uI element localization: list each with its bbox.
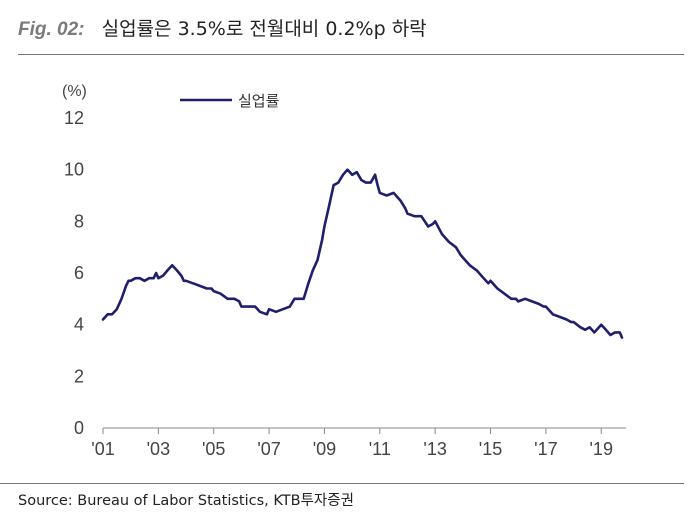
- footer-divider: [0, 483, 684, 484]
- y-tick-label: 6: [74, 263, 84, 283]
- figure-header: Fig. 02: 실업률은 3.5%로 전월대비 0.2%p 하락: [18, 14, 427, 46]
- x-tick-label: '09: [313, 439, 336, 459]
- y-tick-label: 0: [74, 418, 84, 438]
- x-tick-label: '05: [202, 439, 225, 459]
- unemployment-line-chart: (%) 0 2 4 6 8 10 12 '01 '03 '05 '07 '09 '11 '13 '15 '17 '…: [62, 83, 626, 459]
- figure-label: Fig. 02:: [18, 19, 85, 40]
- x-tick-label: '01: [91, 439, 114, 459]
- y-tick-label: 8: [74, 211, 84, 231]
- y-tick-label: 12: [64, 108, 84, 128]
- x-tick-label: '19: [590, 439, 613, 459]
- legend-label: 실업률: [238, 92, 280, 110]
- x-tick-label: '13: [423, 439, 446, 459]
- x-tick-label: '07: [257, 439, 280, 459]
- x-tick-label: '15: [479, 439, 502, 459]
- x-tick-label: '17: [534, 439, 557, 459]
- x-tick-label: '11: [369, 439, 391, 459]
- header-divider: [18, 54, 684, 55]
- x-tick-label: '03: [147, 439, 170, 459]
- series-line-unemployment-rate: [101, 168, 624, 339]
- y-axis-unit-label: (%): [62, 83, 87, 100]
- chart-title: 실업률은 3.5%로 전월대비 0.2%p 하락: [101, 18, 427, 40]
- source-note: Source: Bureau of Labor Statistics, KTB투…: [18, 493, 354, 509]
- y-tick-label: 4: [74, 315, 84, 335]
- y-tick-label: 10: [64, 160, 84, 180]
- y-tick-label: 2: [74, 366, 84, 386]
